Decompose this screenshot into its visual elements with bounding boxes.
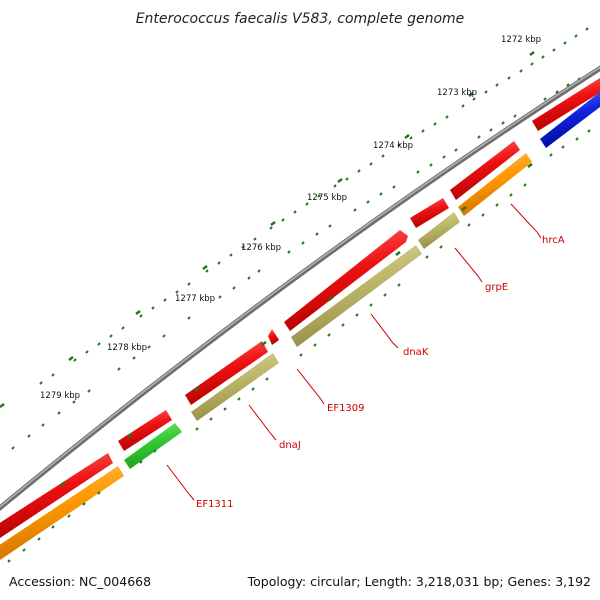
kbp-label: 1273 kbp [437,88,477,98]
cog-feature-orange [458,153,532,216]
gene-label-line [166,464,195,501]
map-title: Enterococcus faecalis V583, complete gen… [136,11,465,27]
cog-track [0,92,600,560]
cds-feature [532,78,600,131]
genome-backbone [0,65,600,512]
cds-feature [185,341,268,405]
cds-feature [0,453,113,538]
kbp-label: 1275 kbp [307,193,347,203]
gene-label-line [248,404,277,441]
gene-label-EF1309: EF1309 [327,403,365,414]
kbp-label: 1278 kbp [107,343,147,353]
gene-label-line [510,203,542,239]
gene-label-line [454,247,483,283]
accession-text: Accession: NC_004668 [9,574,151,589]
kbp-labels: 1272 kbp 1273 kbp 1274 kbp 1275 kbp 1276… [40,35,541,401]
genome-summary-text: Topology: circular; Length: 3,218,031 bp… [247,574,591,589]
cog-feature-orange [0,466,124,560]
cds-feature [268,329,279,345]
inner-major-ticks [60,163,533,486]
cog-feature-khaki [418,212,460,249]
cog-feature-khaki [191,353,279,421]
gene-label-dnaK: dnaK [403,347,429,358]
genome-backbone-highlight [0,66,600,508]
minor-ticks [11,27,589,450]
gene-label-dnaJ: dnaJ [279,440,301,451]
cog-feature-khaki [291,245,422,347]
kbp-label: 1272 kbp [501,35,541,45]
cog-feature-blue [540,92,600,148]
cds-feature [410,198,449,228]
gene-label-grpE: grpE [485,282,508,293]
cds-feature [284,230,408,331]
kbp-label: 1276 kbp [241,243,281,253]
gene-labels: hrcA grpE dnaK EF1309 dnaJ EF1311 [166,203,565,510]
cds-feature [118,410,172,451]
major-ticks [0,51,535,408]
gene-label-line [296,368,325,405]
kbp-label: 1277 kbp [175,294,215,304]
cog-feature-green [124,423,182,469]
kbp-label: 1274 kbp [373,141,413,151]
cds-track [0,78,600,538]
outer-ruler [0,27,589,450]
kbp-label: 1279 kbp [40,391,80,401]
gene-label-hrcA: hrcA [542,235,565,246]
inner-ruler [7,129,591,563]
gene-label-line [370,313,399,349]
gene-label-EF1311: EF1311 [196,499,234,510]
cds-feature [450,141,520,200]
